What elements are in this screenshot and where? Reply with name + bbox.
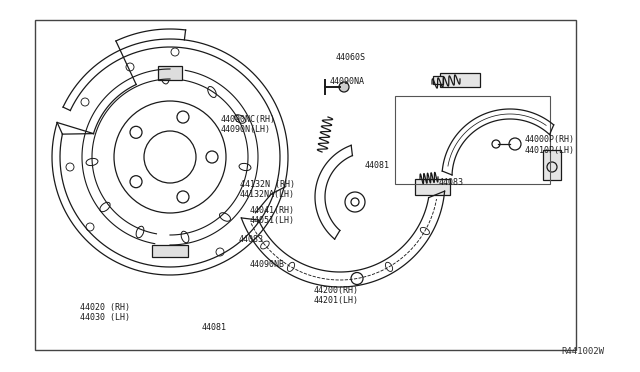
Text: 44090NC(RH)
44090N(LH): 44090NC(RH) 44090N(LH) — [221, 115, 276, 134]
Text: 44083: 44083 — [438, 178, 463, 187]
Text: 44081: 44081 — [365, 161, 390, 170]
Bar — [152, 245, 188, 257]
Bar — [440, 73, 480, 87]
Text: R441002W: R441002W — [562, 347, 605, 356]
Bar — [543, 150, 561, 180]
Text: 44060S: 44060S — [336, 53, 366, 62]
Text: 44090NB: 44090NB — [250, 260, 285, 269]
Text: 44083: 44083 — [239, 235, 264, 244]
Bar — [415, 179, 450, 195]
Circle shape — [339, 82, 349, 92]
Bar — [395, 96, 550, 184]
Text: 44000P(RH)
44010P(LH): 44000P(RH) 44010P(LH) — [525, 135, 575, 155]
Text: 44041(RH)
44051(LH): 44041(RH) 44051(LH) — [250, 206, 294, 225]
Text: 44081: 44081 — [202, 323, 227, 332]
Text: 44090NA: 44090NA — [330, 77, 365, 86]
Bar — [158, 66, 182, 80]
Bar — [433, 76, 443, 84]
Bar — [35, 20, 576, 350]
Text: 44132N (RH)
44132NA(LH): 44132N (RH) 44132NA(LH) — [240, 180, 295, 199]
Text: 44200(RH)
44201(LH): 44200(RH) 44201(LH) — [314, 286, 358, 305]
Text: 44020 (RH)
44030 (LH): 44020 (RH) 44030 (LH) — [80, 303, 130, 322]
